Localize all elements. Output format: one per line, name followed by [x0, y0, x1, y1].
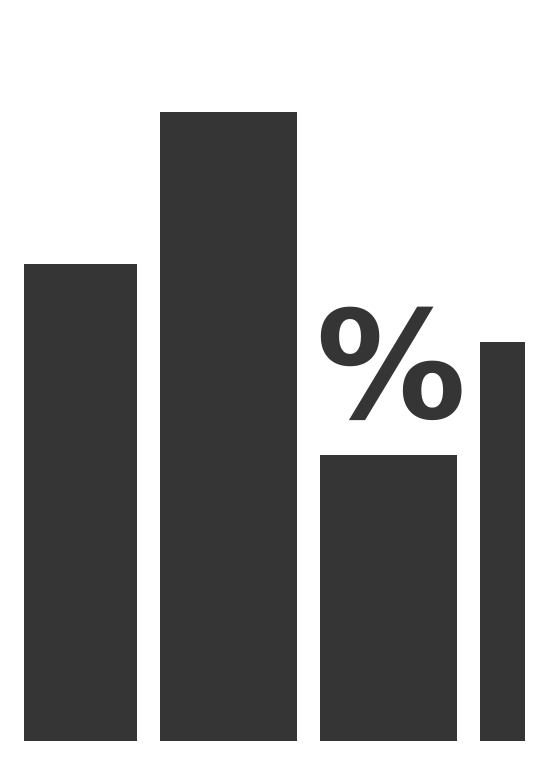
percent-sign-icon: %: [316, 280, 467, 454]
bar-2: [160, 112, 297, 741]
bar-1: [24, 264, 137, 741]
bar-3: [320, 455, 457, 741]
bar-4: [480, 342, 525, 741]
